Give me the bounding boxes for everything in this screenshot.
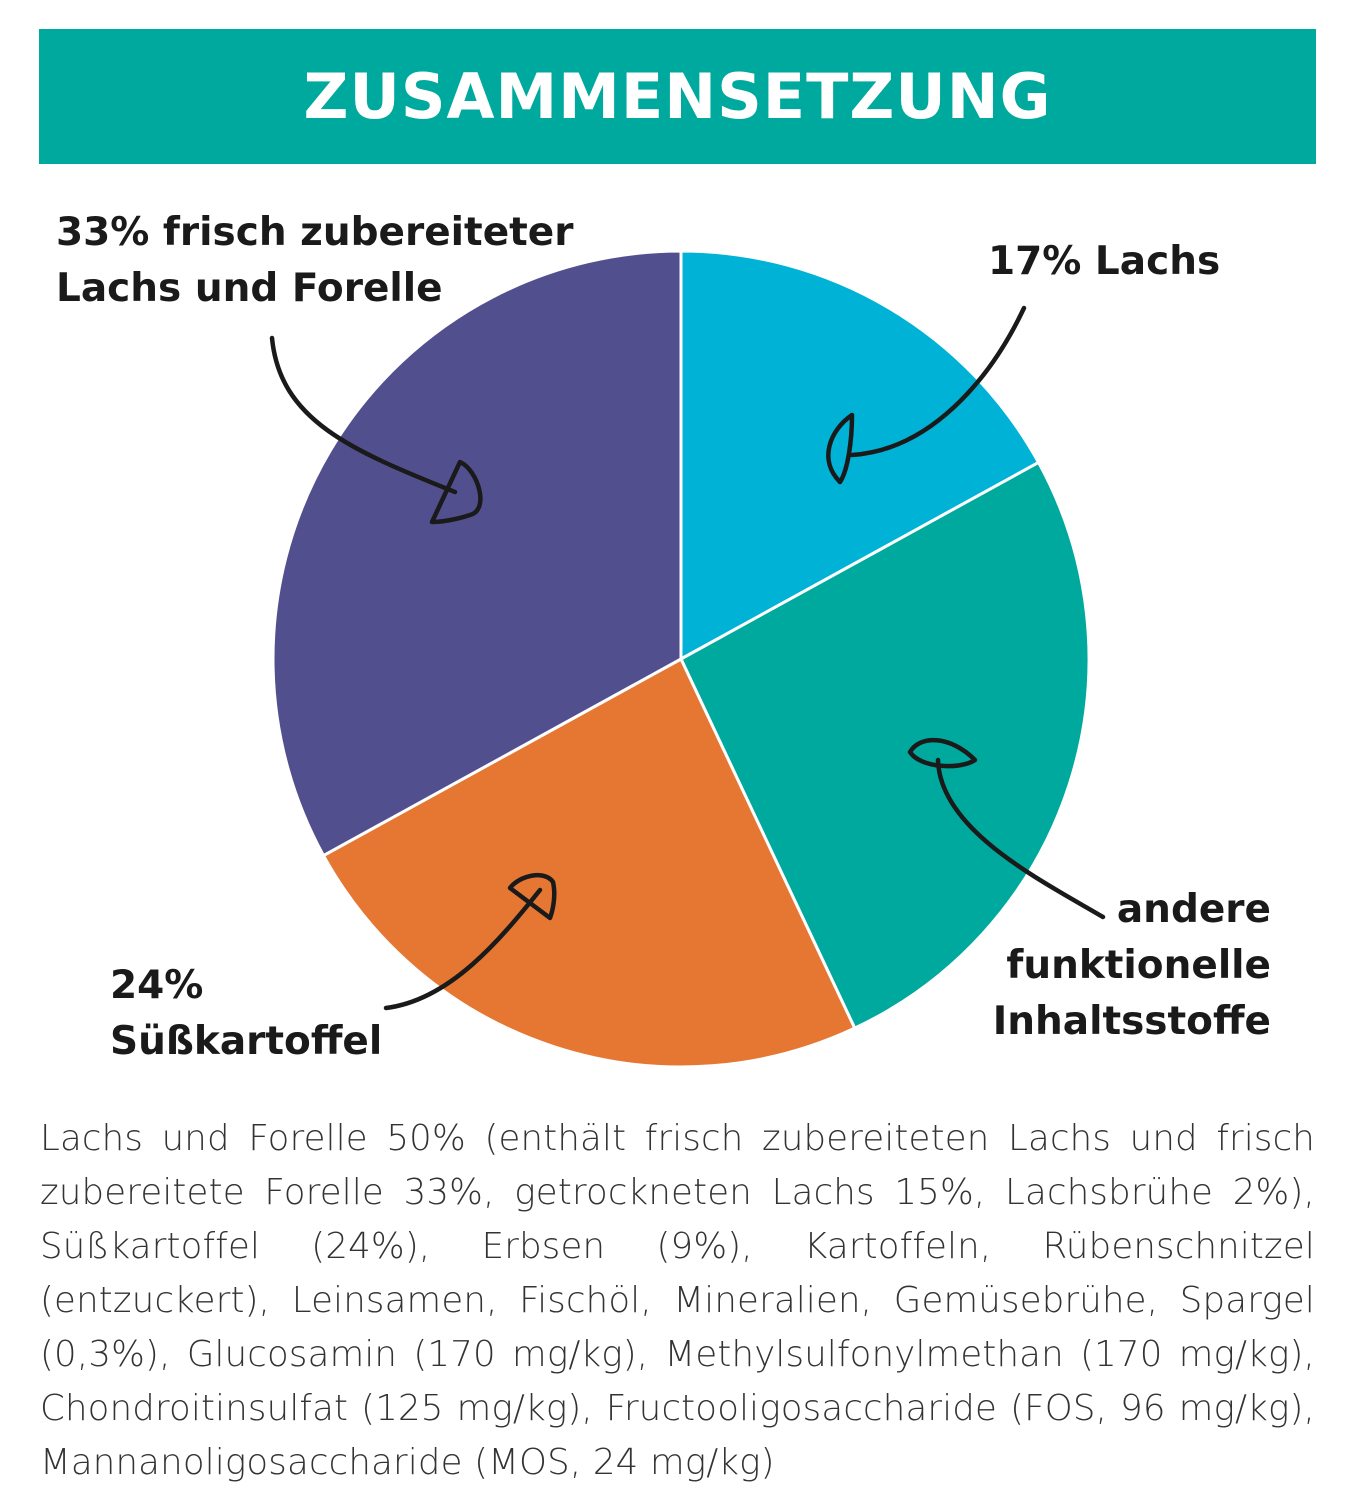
arrow-blue-icon [826,305,1027,485]
pie-slice-1 [679,460,1091,1031]
label-purple-line1: 33% frisch zubereiteter [56,210,574,255]
label-purple-line2: Lachs und Forelle [56,266,443,311]
arrow-purple-icon [269,335,483,525]
label-teal-line3: Inhaltsstoffe [992,999,1271,1044]
label-teal: andere funktionelle Inhaltsstoffe [993,882,1271,1050]
ingredients-text: Lachs und Forelle 50% (enthält frisch zu… [40,1118,1315,1483]
title-banner: ZUSAMMENSETZUNG [39,29,1316,164]
arrow-teal-icon [907,738,1106,920]
label-blue: 17% Lachs [988,239,1221,284]
label-orange-line2: Süßkartoffel [110,1019,383,1064]
arrow-orange-icon [383,872,557,1011]
pie-chart [269,249,1106,1069]
label-orange: 24% Süßkartoffel [110,958,382,1070]
label-orange-line1: 24% [110,963,204,1008]
label-teal-line2: funktionelle [1006,943,1271,988]
pie-slice-2 [321,656,857,1069]
label-teal-line1: andere [1116,887,1271,932]
page-title: ZUSAMMENSETZUNG [303,60,1052,133]
pie-slice-3 [271,249,683,858]
label-purple: 33% frisch zubereiteter Lachs und Forell… [56,205,573,317]
